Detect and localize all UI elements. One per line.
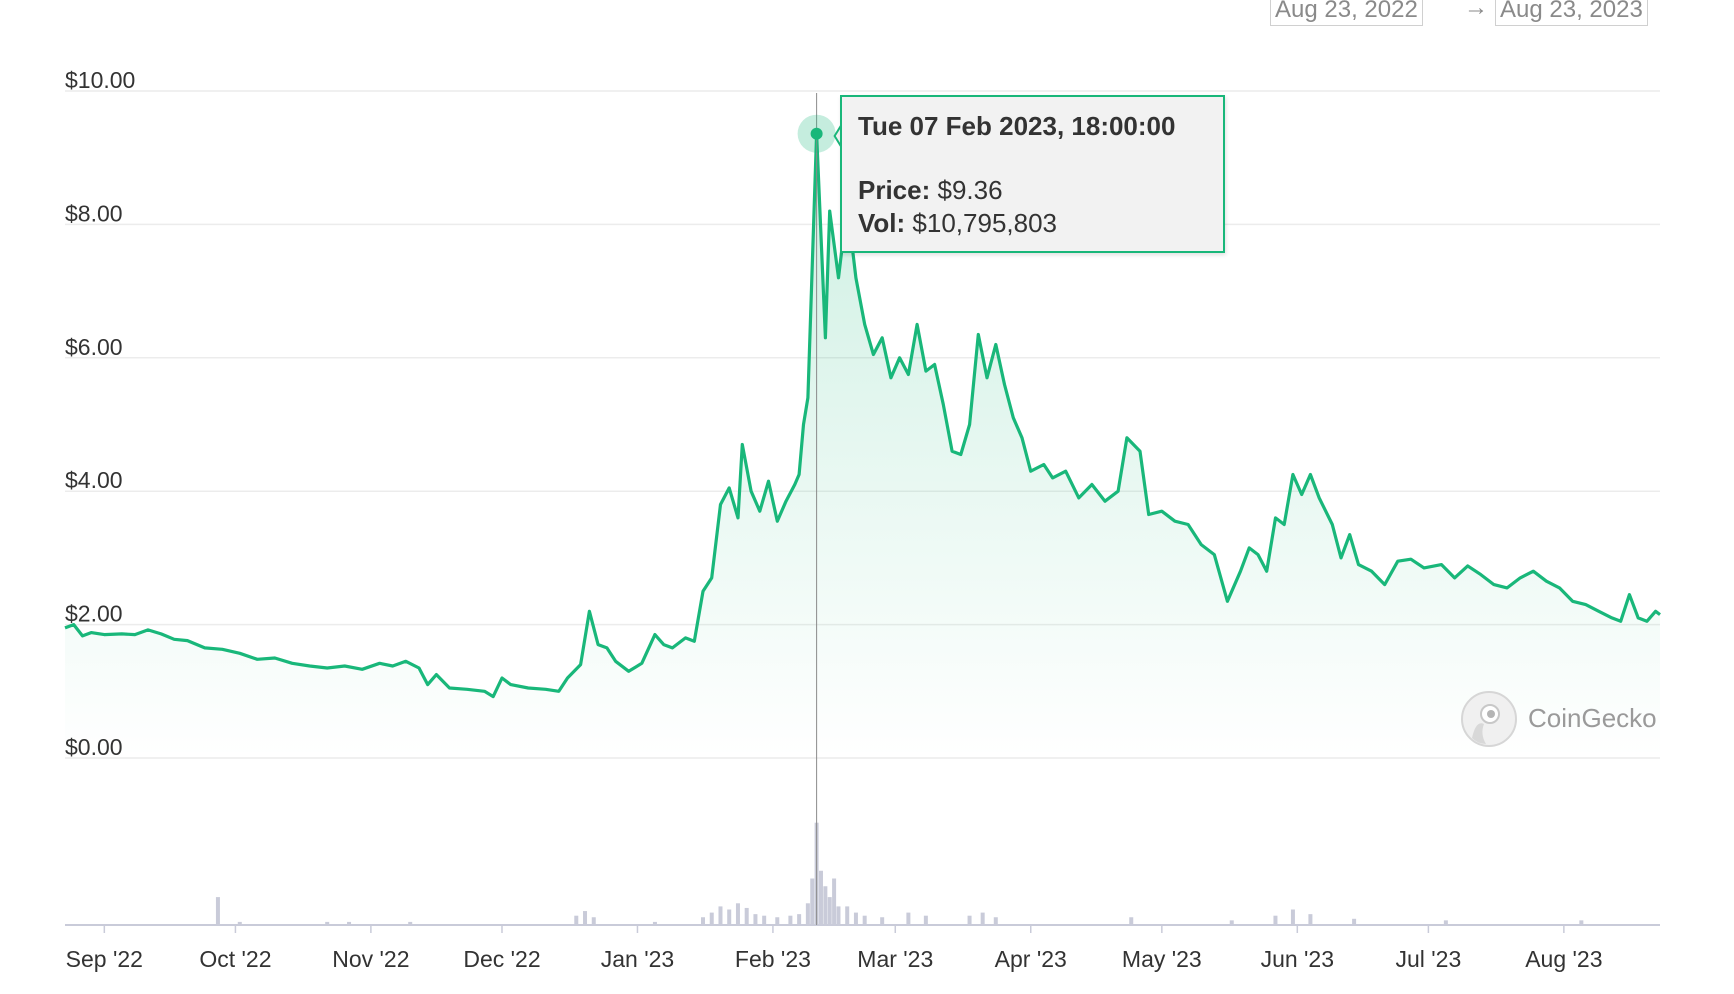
volume-bar	[408, 921, 413, 925]
volume-bar	[823, 886, 828, 925]
volume-bar	[1229, 920, 1234, 925]
volume-bar	[775, 917, 780, 925]
coingecko-watermark-text: CoinGecko	[1528, 703, 1657, 733]
volume-bar	[818, 870, 823, 925]
tooltip-price-label: Price:	[858, 175, 931, 205]
x-tick-label: Nov '22	[332, 946, 409, 972]
x-tick-label: Dec '22	[463, 946, 540, 972]
volume-bar	[1443, 920, 1448, 925]
x-tick-label: Jul '23	[1396, 946, 1462, 972]
volume-bar	[583, 911, 588, 925]
volume-bar	[923, 915, 928, 925]
volume-bar	[862, 915, 867, 925]
volume-bar	[1129, 917, 1134, 925]
volume-bar	[574, 915, 579, 925]
volume-bar	[701, 917, 705, 925]
volume-bar	[215, 897, 220, 925]
volume-bar	[853, 912, 858, 925]
volume-bar	[237, 921, 242, 925]
volume-bars	[215, 822, 1584, 925]
hover-point	[810, 127, 823, 140]
volume-bar	[980, 912, 985, 925]
volume-bar	[591, 917, 596, 925]
y-tick-label: $2.00	[65, 601, 123, 627]
tooltip-price-row: Price: $9.36	[858, 174, 1207, 207]
volume-bar	[735, 903, 740, 925]
date-range-start[interactable]: Aug 23, 2022	[1270, 0, 1423, 26]
volume-bar	[805, 903, 810, 925]
x-tick-label: Apr '23	[995, 946, 1067, 972]
volume-bar	[347, 921, 352, 925]
price-area	[65, 133, 1660, 758]
x-tick-label: Jan '23	[601, 946, 674, 972]
volume-bar	[652, 921, 657, 925]
x-tick-label: Oct '22	[199, 946, 271, 972]
x-tick-label: May '23	[1122, 946, 1202, 972]
volume-bar	[1290, 909, 1295, 925]
volume-bar	[753, 914, 758, 925]
y-tick-label: $6.00	[65, 334, 123, 360]
volume-bar	[832, 878, 837, 925]
x-axis-ticks: Sep '22 Oct '22 Nov '22 Dec '22 Jan '23 Feb '…	[66, 925, 1603, 972]
volume-bar	[836, 906, 841, 925]
volume-bar	[1579, 920, 1584, 925]
volume-bar	[967, 915, 972, 925]
date-range-end[interactable]: Aug 23, 2023	[1495, 0, 1648, 26]
tooltip-vol-row: Vol: $10,795,803	[858, 207, 1207, 240]
tooltip-vol-value: $10,795,803	[912, 208, 1058, 238]
volume-bar	[709, 912, 714, 925]
x-tick-label: Aug '23	[1525, 946, 1602, 972]
x-tick-label: Mar '23	[857, 946, 933, 972]
volume-bar	[845, 906, 850, 925]
volume-bar	[993, 917, 998, 925]
x-tick-label: Sep '22	[66, 946, 143, 972]
volume-bar	[788, 915, 793, 925]
volume-bar	[718, 906, 723, 925]
x-tick-label: Jun '23	[1261, 946, 1334, 972]
volume-bar	[810, 878, 815, 925]
volume-bar	[744, 907, 749, 925]
volume-bar	[1308, 914, 1313, 925]
gecko-logo-icon	[1461, 691, 1517, 747]
volume-bar	[325, 921, 330, 925]
y-tick-label: $4.00	[65, 467, 123, 493]
price-line[interactable]	[64, 132, 1661, 699]
volume-bar	[1273, 915, 1278, 925]
date-range-arrow-icon: →	[1464, 0, 1488, 21]
y-tick-label: $10.00	[65, 67, 135, 93]
tooltip-date: Tue 07 Feb 2023, 18:00:00	[858, 111, 1176, 141]
volume-bar	[727, 909, 732, 925]
tooltip-vol-label: Vol:	[858, 208, 906, 238]
volume-bar	[880, 917, 885, 925]
tooltip-price-value: $9.36	[937, 175, 1003, 205]
volume-bar	[762, 915, 767, 925]
x-tick-label: Feb '23	[735, 946, 811, 972]
price-tooltip: Tue 07 Feb 2023, 18:00:00 Price: $9.36 V…	[840, 95, 1225, 253]
y-tick-label: $8.00	[65, 200, 123, 226]
volume-bar	[827, 897, 832, 925]
volume-bar	[1352, 918, 1357, 925]
volume-bar	[906, 912, 911, 925]
coingecko-watermark: CoinGecko	[1460, 690, 1670, 750]
volume-bar	[797, 914, 802, 925]
